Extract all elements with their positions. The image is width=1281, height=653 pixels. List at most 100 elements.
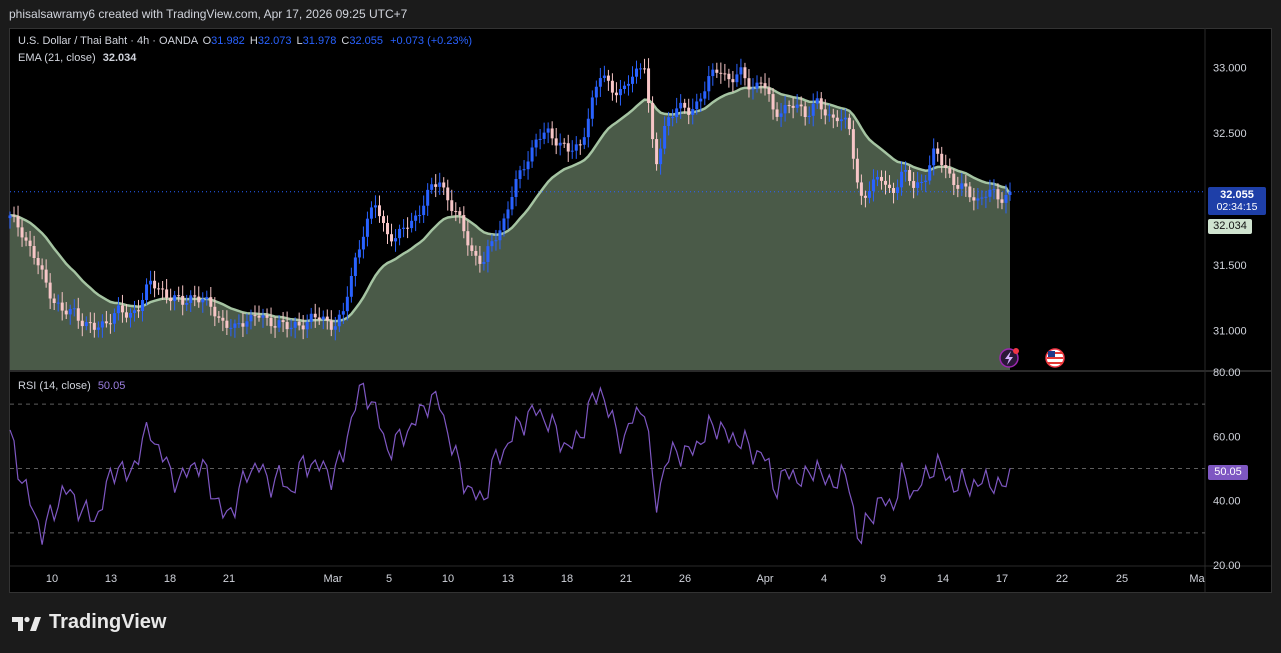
ema-label: EMA (21, close) <box>18 52 96 64</box>
candle-body <box>386 222 390 235</box>
candle-body <box>839 119 843 122</box>
candle-body <box>265 315 269 318</box>
candle-body <box>398 228 402 239</box>
candle-body <box>807 115 811 118</box>
low-label: L <box>296 35 303 47</box>
candle-body <box>775 109 779 117</box>
candle-body <box>88 322 92 324</box>
candle-body <box>823 109 827 116</box>
candle-body <box>285 322 289 330</box>
candle-body <box>96 327 100 330</box>
candle-body <box>458 211 462 216</box>
candle-body <box>566 143 570 152</box>
candle-body <box>795 104 799 108</box>
candle-body <box>630 76 634 84</box>
candle-body <box>462 215 466 232</box>
candle-body <box>337 314 341 327</box>
grid <box>10 28 1271 592</box>
ema-price-tag: 32.034 <box>1208 219 1252 234</box>
candle-body <box>984 196 988 198</box>
candle-body <box>289 327 293 330</box>
ema-legend[interactable]: EMA (21, close) 32.034 <box>18 52 136 64</box>
candle-body <box>960 183 964 189</box>
us-flag-icon[interactable] <box>1045 348 1065 368</box>
price-axis-tick: 33.000 <box>1213 62 1247 74</box>
rsi-legend[interactable]: RSI (14, close) 50.05 <box>18 380 125 392</box>
candle-body <box>614 92 618 96</box>
candle-body <box>68 309 72 315</box>
candle-body <box>297 321 301 326</box>
candle-body <box>735 74 739 83</box>
candle-body <box>213 306 217 317</box>
candle-body <box>353 257 357 276</box>
candle-body <box>719 72 723 74</box>
candle-body <box>313 313 317 318</box>
last-price-tag: 32.055 02:34:15 <box>1208 187 1266 215</box>
candle-body <box>72 308 76 310</box>
candle-body <box>683 102 687 108</box>
time-axis-tick: 18 <box>164 573 176 585</box>
candle-body <box>534 139 538 148</box>
candle-body <box>558 142 562 146</box>
candle-body <box>731 79 735 83</box>
candle-body <box>20 227 24 238</box>
candle-body <box>402 227 406 229</box>
candle-body <box>932 148 936 166</box>
candle-body <box>940 153 944 166</box>
open-label: O <box>202 35 212 47</box>
candle-body <box>570 150 574 152</box>
candle-body <box>952 173 956 186</box>
candle-body <box>815 98 819 104</box>
candle-body <box>233 323 237 328</box>
candle-body <box>466 231 470 246</box>
candle-body <box>900 171 904 188</box>
candle-body <box>884 180 888 185</box>
candle-body <box>972 197 976 201</box>
candle-body <box>153 280 157 289</box>
candle-body <box>205 297 209 300</box>
candle-body <box>329 320 333 330</box>
change-value: +0.073 (+0.23%) <box>390 35 473 47</box>
tradingview-logo-icon <box>12 616 41 631</box>
candle-body <box>281 320 285 323</box>
candle-body <box>912 181 916 188</box>
candle-body <box>502 218 506 231</box>
x-axis-ticks: 10 13 18 21 Mar 5 10 13 18 21 26 Apr 4 9 14 17 22 25 Ma <box>46 573 1206 585</box>
candle-body <box>410 220 414 229</box>
candle-body <box>936 148 940 154</box>
candle-body <box>779 113 783 117</box>
candle-body <box>920 182 924 184</box>
price-axis-tick: 31.500 <box>1213 260 1247 272</box>
candle-body <box>675 108 679 118</box>
candle-body <box>132 310 136 314</box>
candle-body <box>108 323 112 325</box>
candle-body <box>679 102 683 109</box>
candle-body <box>92 322 96 330</box>
candle-body <box>594 86 598 98</box>
candle-body <box>161 288 165 290</box>
candle-body <box>32 246 36 258</box>
candle-body <box>369 207 373 219</box>
candle-body <box>406 227 410 229</box>
candle-body <box>602 75 606 79</box>
candle-body <box>317 317 321 320</box>
candle-body <box>904 170 908 172</box>
rsi-axis-tick: 40.00 <box>1213 496 1241 508</box>
candle-body <box>217 316 221 318</box>
candle-body <box>964 183 968 187</box>
price-legend: U.S. Dollar / Thai Baht · 4h · OANDA O31… <box>18 35 472 47</box>
time-axis-tick: 13 <box>502 573 514 585</box>
candle-body <box>916 182 920 188</box>
candle-body <box>747 78 751 90</box>
lightning-icon[interactable] <box>999 348 1019 368</box>
candle-body <box>44 269 48 283</box>
candle-body <box>506 209 510 219</box>
ema-line <box>9 85 1012 323</box>
candle-body <box>763 83 767 88</box>
candle-body <box>831 114 835 118</box>
candle-body <box>992 189 996 191</box>
candle-body <box>867 190 871 198</box>
candle-body <box>257 315 261 318</box>
candle-body <box>968 186 972 198</box>
